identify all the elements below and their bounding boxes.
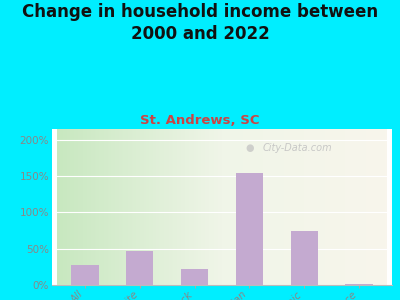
Text: ●: ● (246, 143, 254, 153)
Bar (126, 251, 154, 285)
Bar (236, 172, 263, 285)
Text: City-Data.com: City-Data.com (263, 143, 332, 153)
Bar (345, 284, 373, 285)
Bar (290, 231, 318, 285)
Bar (71, 266, 99, 285)
Text: Change in household income between
2000 and 2022: Change in household income between 2000 … (22, 3, 378, 43)
Text: St. Andrews, SC: St. Andrews, SC (140, 114, 260, 127)
Bar (181, 269, 208, 285)
